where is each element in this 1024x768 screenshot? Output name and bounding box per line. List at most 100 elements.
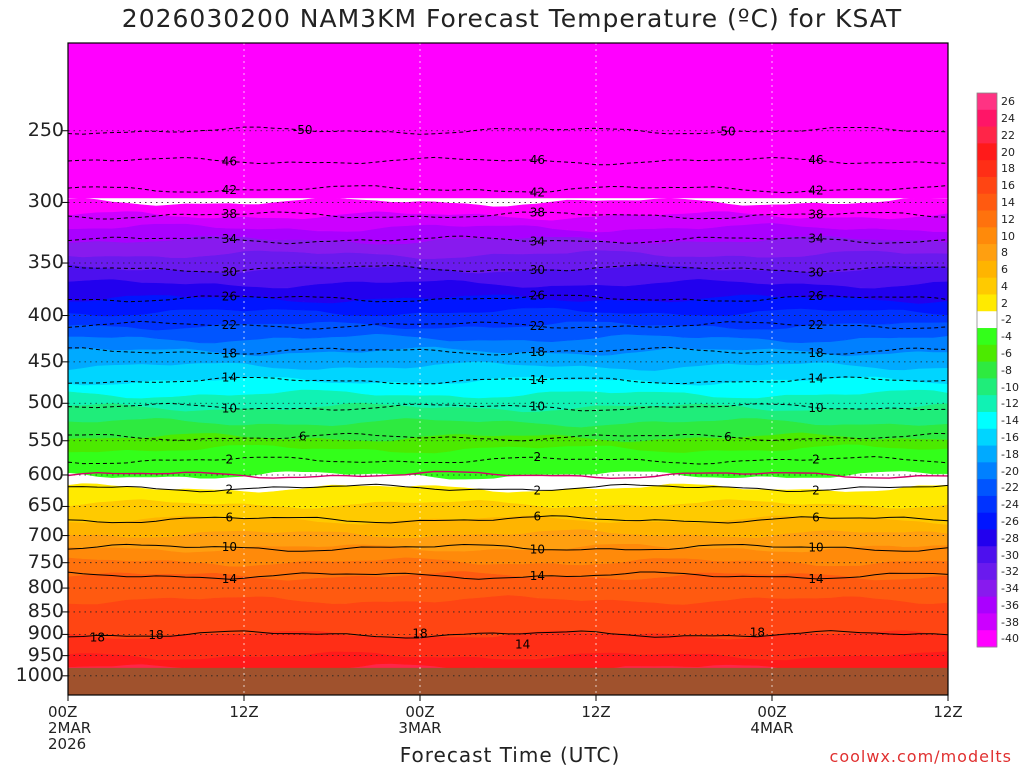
xtick-label: 00Z 4MAR [732,704,812,736]
contour-line-18 [68,630,948,639]
ytick-label: 600 [27,462,64,485]
xtick-label-line: 12Z [581,703,611,721]
xtick-label: 12Z [204,704,284,720]
legend-label: -18 [1001,447,1019,461]
band--40 [68,197,948,221]
legend-swatch [977,143,997,161]
xtick-label: 00Z 2MAR 2026 [48,704,108,752]
xtick-label-line: 3MAR [398,719,442,737]
ytick-label: 500 [27,391,64,414]
legend-swatch [977,210,997,228]
contour-label: 42 [808,183,823,197]
xtick-label-line: 2026 [48,735,87,753]
contour-line--6 [68,432,948,442]
contour-label: 46 [530,153,545,167]
legend-label: -24 [1001,498,1019,512]
xtick-label-line: 12Z [229,703,259,721]
ytick-label: 400 [27,303,64,326]
xtick-label-line: 4MAR [750,719,794,737]
contour-label: 42 [530,185,545,199]
xtick-label-line: 12Z [933,703,963,721]
legend-swatch [977,563,997,581]
legend-swatch [977,596,997,614]
color-legend [976,92,998,648]
legend-swatch [977,311,997,329]
ytick-label: 950 [27,643,64,666]
legend-label: 4 [1001,279,1008,293]
ytick-label: 700 [27,523,64,546]
legend-swatch [977,294,997,312]
legend-label: -14 [1001,414,1019,428]
contour-label: -50 [293,123,313,137]
ground-below-surface [68,667,948,695]
ytick-label: 450 [27,349,64,372]
contour-label: 26 [808,289,823,303]
legend-swatch [977,462,997,480]
contour-label: 10 [222,540,237,554]
contour-label: 2 [534,450,542,464]
ytick-label: 550 [27,428,64,451]
ytick-label: 250 [27,118,64,141]
contour-line--26 [68,294,948,303]
legend-label: 10 [1001,229,1015,243]
contour-label: 14 [515,637,530,651]
contour-label: 18 [148,628,163,642]
contour-label: 2 [226,452,234,466]
legend-label: 2 [1001,296,1008,310]
contour-label: 6 [226,511,234,525]
legend-swatch [977,160,997,178]
legend-swatch [977,126,997,144]
contour-line-10 [68,543,948,552]
legend-label: 12 [1001,212,1015,226]
contour-label: 38 [222,207,237,221]
legend-swatch [977,193,997,211]
contour-label: 6 [812,510,820,524]
xtick-label-line: 00Z [757,703,787,721]
chart-title: 2026030200 NAM3KM Forecast Temperature (… [121,4,903,33]
contour-label: 2 [812,483,820,497]
legend-label: 14 [1001,195,1015,209]
legend-label: 8 [1001,246,1008,260]
x-axis-label: Forecast Time (UTC) [399,743,621,767]
legend-swatch [977,495,997,514]
contour-label: 10 [222,401,237,415]
contour-label: 14 [222,572,237,586]
legend-swatch [977,395,997,413]
temperature-contours [68,126,948,639]
contour-label: 22 [530,319,545,333]
ground-fill [68,667,948,695]
contour-label: 2 [812,453,820,467]
legend-label: -22 [1001,481,1019,495]
legend-label: -38 [1001,615,1019,629]
legend-swatch [977,277,997,295]
contour-line--42 [68,185,948,194]
contour-label: 14 [808,572,823,586]
contour-label: 14 [530,373,545,387]
contour-label: 26 [222,289,237,303]
contour-label: 22 [222,318,237,332]
contour-label: 30 [808,265,823,279]
contour-line-2 [68,483,948,493]
contour-label: 18 [90,631,105,645]
contour-label: 18 [808,346,823,360]
legend-label: -32 [1001,565,1019,579]
contour-line-6 [68,515,948,524]
legend-label: 22 [1001,128,1015,142]
credit-link[interactable]: coolwx.com/modelts [829,747,1012,766]
contour-label: 30 [530,263,545,277]
legend-label: -10 [1001,380,1019,394]
legend-swatch [977,479,997,497]
contour-label: 14 [530,569,545,583]
xtick-label-line: 00Z [405,703,435,721]
legend-swatch [977,227,997,245]
contour-label: 46 [222,154,237,168]
band-coldest [68,43,948,199]
legend-swatch [977,93,997,111]
contour-label: 30 [222,265,237,279]
legend-swatch [977,244,997,262]
contour-label: 42 [222,183,237,197]
ytick-label: 350 [27,251,64,274]
contour-label: 10 [530,400,545,414]
axis-ticks [62,130,949,701]
